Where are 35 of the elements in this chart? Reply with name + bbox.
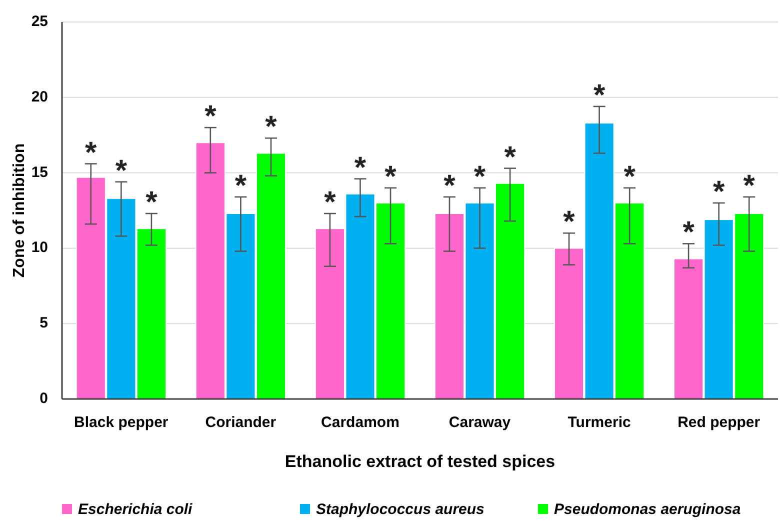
annotation: * bbox=[563, 206, 576, 239]
y-tick-label: 25 bbox=[31, 12, 48, 30]
annotation: * bbox=[204, 100, 217, 134]
x-tick-label: Cardamom bbox=[321, 414, 400, 431]
annotation: * bbox=[146, 186, 158, 220]
y-tick-label: 5 bbox=[40, 314, 48, 332]
annotation: * bbox=[384, 160, 397, 194]
annotation: * bbox=[682, 216, 695, 250]
annotation: * bbox=[593, 78, 606, 112]
annotation: * bbox=[624, 160, 636, 194]
y-tick-label: 10 bbox=[31, 239, 48, 256]
y-axis-title: Zone of inhibition bbox=[11, 143, 28, 278]
annotation: * bbox=[234, 169, 247, 202]
legend-label: Escherichia coli bbox=[78, 501, 194, 518]
x-tick-label: Turmeric bbox=[568, 414, 631, 431]
x-axis-title: Ethanolic extract of tested spices bbox=[284, 452, 556, 471]
annotation: * bbox=[265, 110, 278, 144]
legend-label: Pseudomonas aeruginosa bbox=[554, 501, 741, 518]
x-tick-label: Coriander bbox=[205, 414, 276, 431]
legend-label: Staphylococcus aureus bbox=[316, 501, 484, 518]
annotation: * bbox=[115, 154, 128, 188]
annotation: * bbox=[743, 169, 756, 202]
y-tick-label: 0 bbox=[40, 390, 48, 407]
x-tick-label: Black pepper bbox=[74, 414, 168, 431]
annotation: * bbox=[712, 175, 725, 208]
x-tick-label: Red pepper bbox=[678, 414, 760, 431]
annotation: * bbox=[504, 140, 516, 174]
annotation: * bbox=[444, 169, 456, 202]
annotation: * bbox=[354, 151, 366, 184]
y-tick-label: 20 bbox=[31, 88, 48, 106]
x-tick-label: Caraway bbox=[448, 414, 512, 431]
y-tick-label: 15 bbox=[31, 164, 48, 181]
annotation: * bbox=[474, 160, 486, 194]
annotation: * bbox=[324, 186, 336, 220]
annotation: * bbox=[85, 136, 98, 170]
